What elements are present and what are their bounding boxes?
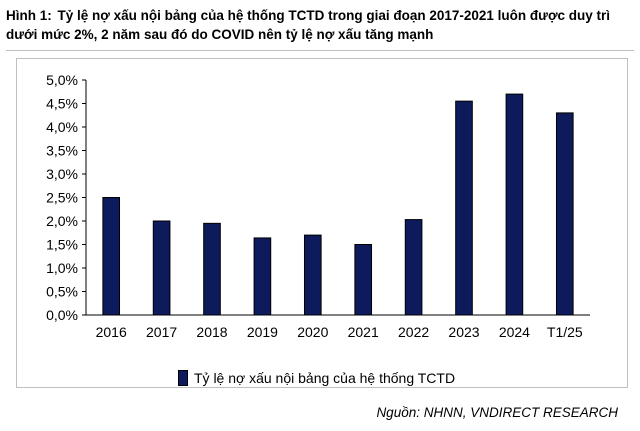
x-tick-label: 2021 bbox=[348, 324, 379, 340]
x-tick-label: 2016 bbox=[96, 324, 127, 340]
chart-frame bbox=[16, 58, 628, 388]
figure-title-text: Tỷ lệ nợ xấu nội bảng của hệ thống TCTD … bbox=[6, 8, 611, 42]
y-tick-label: 2,0% bbox=[46, 213, 78, 229]
figure-label: Hình 1: bbox=[6, 8, 52, 23]
x-tick-label: 2020 bbox=[297, 324, 328, 340]
bar bbox=[152, 220, 171, 316]
legend-swatch bbox=[178, 370, 188, 386]
chart-legend: Tỷ lệ nợ xấu nội bảng của hệ thống TCTD bbox=[178, 370, 455, 386]
y-tick-label: 0,0% bbox=[46, 307, 78, 323]
bar bbox=[102, 197, 121, 316]
y-tick-label: 4,5% bbox=[46, 96, 78, 112]
bar bbox=[505, 93, 524, 316]
x-tick-label: 2017 bbox=[146, 324, 177, 340]
x-tick-label: 2023 bbox=[448, 324, 479, 340]
bar bbox=[253, 237, 272, 316]
x-tick-label: 2018 bbox=[196, 324, 227, 340]
legend-label: Tỷ lệ nợ xấu nội bảng của hệ thống TCTD bbox=[194, 370, 456, 386]
y-tick-label: 1,5% bbox=[46, 237, 78, 253]
y-tick-label: 1,0% bbox=[46, 260, 78, 276]
bar bbox=[203, 222, 221, 316]
figure-title: Hình 1: Tỷ lệ nợ xấu nội bảng của hệ thố… bbox=[6, 6, 634, 44]
y-tick-label: 4,0% bbox=[46, 119, 78, 135]
x-tick-label: 2024 bbox=[499, 324, 530, 340]
bar bbox=[303, 234, 322, 316]
x-tick-label: T1/25 bbox=[547, 324, 583, 340]
y-tick-label: 3,5% bbox=[46, 143, 78, 159]
bar bbox=[455, 100, 473, 316]
y-tick-label: 5,0% bbox=[46, 72, 78, 88]
x-tick-label: 2019 bbox=[247, 324, 278, 340]
bar bbox=[555, 112, 574, 316]
y-tick-label: 0,5% bbox=[46, 284, 78, 300]
y-tick-label: 2,5% bbox=[46, 190, 78, 206]
bar bbox=[404, 219, 423, 316]
title-divider bbox=[6, 50, 634, 51]
bar bbox=[354, 244, 373, 316]
source-note: Nguồn: NHNN, VNDIRECT RESEARCH bbox=[376, 405, 618, 420]
x-tick-label: 2022 bbox=[398, 324, 429, 340]
y-tick-label: 3,0% bbox=[46, 166, 78, 182]
